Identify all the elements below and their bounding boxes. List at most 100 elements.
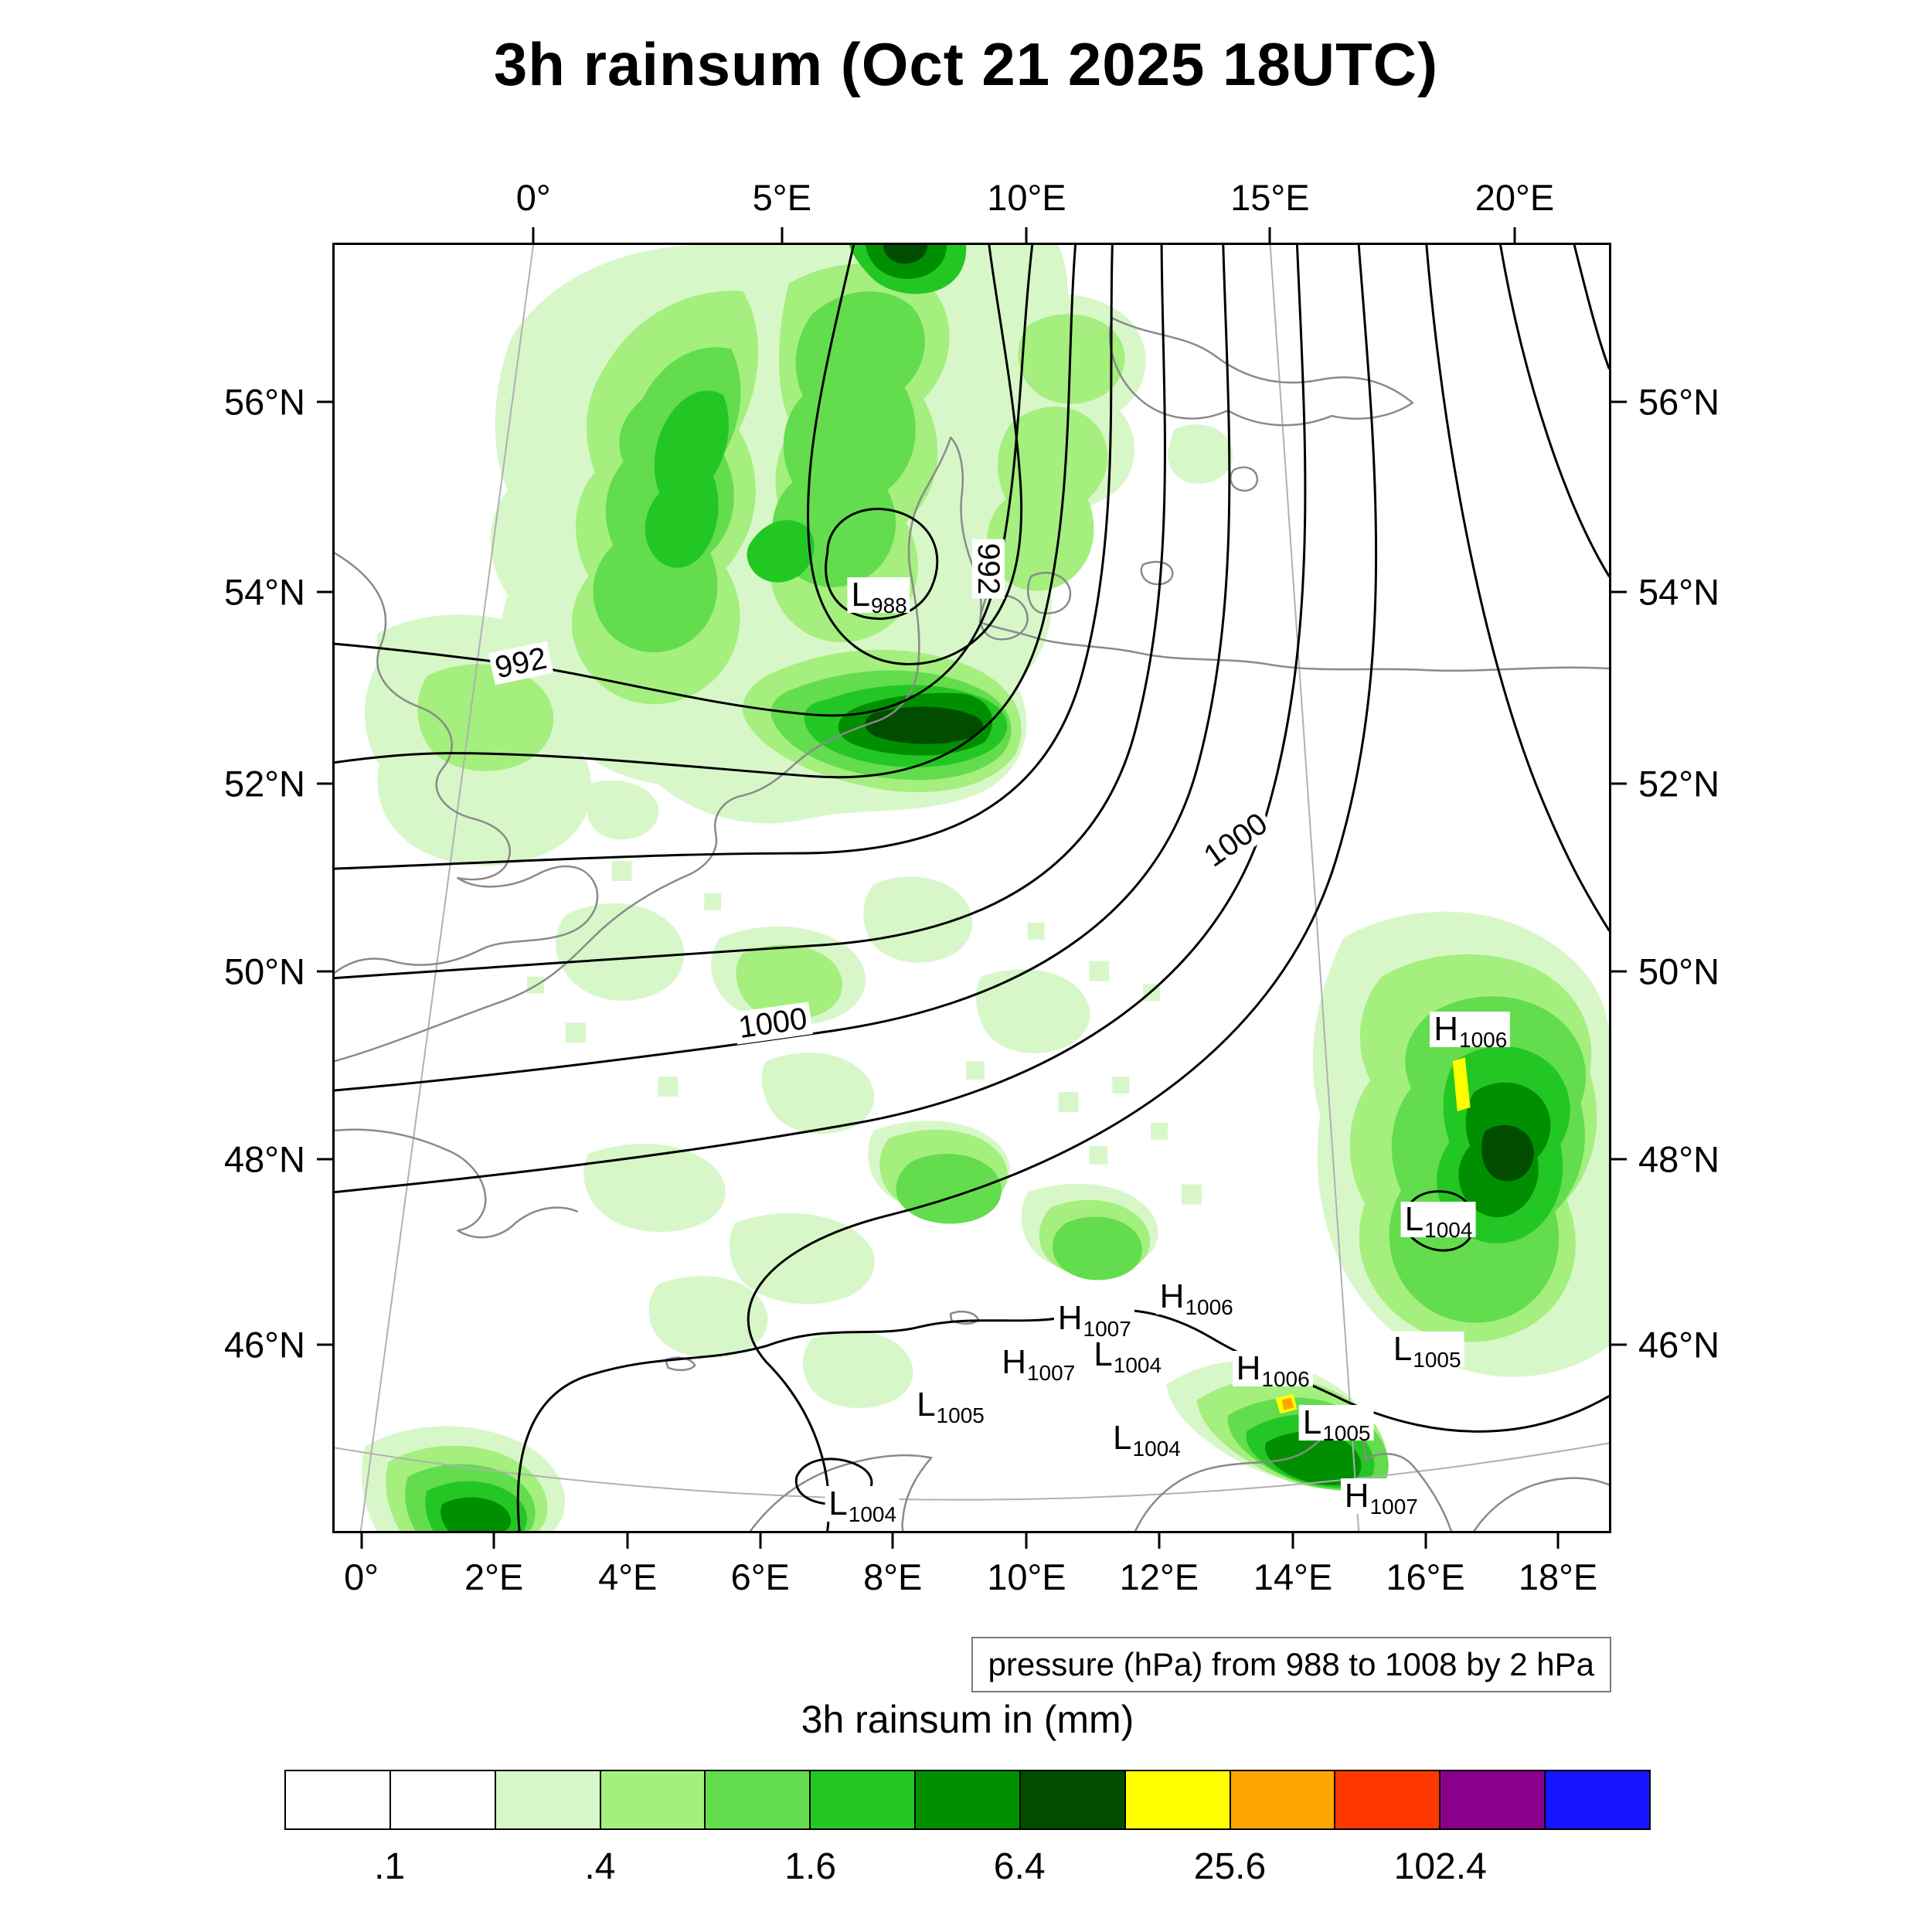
colorbar-cell [1229, 1770, 1336, 1830]
pressure-center-label: H1006 [1155, 1279, 1236, 1318]
axis-tick-label: 6°E [730, 1556, 790, 1597]
tick-mark [891, 1533, 894, 1549]
tick-mark [1611, 782, 1627, 785]
tick-mark [317, 400, 332, 403]
tick-mark [317, 1343, 332, 1346]
axis-tick-label: 52°N [1638, 763, 1720, 804]
colorbar-tick-label: 6.4 [993, 1846, 1046, 1887]
pressure-center-label: H1006 [1430, 1012, 1511, 1051]
axis-tick-label: 0° [344, 1556, 379, 1597]
tick-mark [1025, 227, 1028, 243]
colorbar-cell [1544, 1770, 1651, 1830]
tick-mark [492, 1533, 495, 1549]
colorbar-cell [1019, 1770, 1126, 1830]
tick-mark [759, 1533, 762, 1549]
pressure-center-label: L1004 [1090, 1337, 1165, 1376]
tick-mark [1611, 970, 1627, 973]
colorbar-cell [704, 1770, 811, 1830]
colorbar-cell [1334, 1770, 1441, 1830]
axis-tick-label: 20°E [1475, 177, 1555, 218]
axis-tick-label: 15°E [1230, 177, 1310, 218]
pressure-center-label: L1005 [1389, 1332, 1464, 1371]
tick-mark [1513, 227, 1516, 243]
axis-tick-label: 12°E [1119, 1556, 1199, 1597]
axis-tick-label: 16°E [1386, 1556, 1465, 1597]
tick-mark [360, 1533, 363, 1549]
tick-mark [1611, 590, 1627, 594]
axis-tick-label: 54°N [223, 571, 305, 613]
axis-tick-label: 10°E [987, 1556, 1066, 1597]
axis-tick-label: 2°E [464, 1556, 524, 1597]
pressure-center-label: L1005 [1298, 1405, 1374, 1444]
pressure-contours [335, 245, 1609, 1531]
axis-tick-label: 56°N [1638, 381, 1720, 423]
axis-tick-label: 56°N [223, 381, 305, 423]
pressure-center-label: H1007 [1340, 1478, 1421, 1518]
axis-tick-label: 8°E [863, 1556, 923, 1597]
coastlines [335, 317, 1609, 1531]
pressure-center-label: L1004 [1109, 1420, 1184, 1460]
pressure-center-label: H1007 [998, 1345, 1079, 1384]
tick-mark [1611, 1158, 1627, 1161]
pressure-center-label: L1005 [913, 1386, 988, 1426]
rain-shading-darkest [865, 245, 1534, 1182]
axis-tick-label: 10°E [987, 177, 1066, 218]
colorbar-cell [1439, 1770, 1546, 1830]
axis-tick-label: 50°N [223, 951, 305, 992]
tick-mark [781, 227, 784, 243]
axis-tick-label: 52°N [223, 763, 305, 804]
axis-tick-label: 46°N [1638, 1324, 1720, 1366]
axis-tick-label: 46°N [223, 1324, 305, 1366]
contour-value-label: 992 [971, 539, 1005, 599]
pressure-center-label: L988 [847, 577, 910, 616]
colorbar-cell [914, 1770, 1021, 1830]
tick-mark [1611, 400, 1627, 403]
pressure-center-label: L1004 [825, 1486, 900, 1526]
tick-mark [1424, 1533, 1427, 1549]
colorbar-tick-label: 25.6 [1193, 1846, 1267, 1887]
pressure-center-label: H1007 [1053, 1301, 1134, 1340]
axis-tick-label: 50°N [1638, 951, 1720, 992]
axis-tick-label: 4°E [598, 1556, 658, 1597]
map-frame: 0° 5°E 10°E 15°E 20°E 0° 2°E 4°E 6°E 8°E 10°E 12°E 1… [224, 177, 1719, 1597]
colorbar-labels: .1 .4 1.6 6.4 25.6 102.4 [284, 1845, 1651, 1892]
tick-mark [317, 970, 332, 973]
tick-mark [1611, 1343, 1627, 1346]
tick-mark [1268, 227, 1271, 243]
colorbar-tick-label: .4 [584, 1846, 616, 1887]
colorbar-cell [389, 1770, 496, 1830]
axis-tick-label: 5°E [752, 177, 811, 218]
colorbar-cell [284, 1770, 391, 1830]
tick-mark [317, 782, 332, 785]
plot-title: 3h rainsum (Oct 21 2025 18UTC) [493, 30, 1439, 98]
tick-mark [1291, 1533, 1294, 1549]
colorbar-tick-label: 1.6 [784, 1846, 837, 1887]
tick-mark [1556, 1533, 1560, 1549]
colorbar-title: 3h rainsum in (mm) [801, 1698, 1134, 1741]
pressure-center-label: H1006 [1232, 1351, 1313, 1390]
rain-shading-extreme [1275, 1057, 1471, 1414]
tick-mark [317, 1158, 332, 1161]
colorbar-cell [599, 1770, 706, 1830]
tick-mark [626, 1533, 629, 1549]
axis-tick-label: 14°E [1253, 1556, 1333, 1597]
colorbar-tick-label: .1 [374, 1846, 406, 1887]
colorbar-cell [1124, 1770, 1231, 1830]
map-graphic [335, 245, 1609, 1531]
axis-tick-label: 48°N [1638, 1138, 1720, 1180]
axis-tick-label: 54°N [1638, 571, 1720, 613]
axis-tick-label: 18°E [1518, 1556, 1598, 1597]
tick-mark [317, 590, 332, 594]
pressure-center-label: L1004 [1400, 1202, 1476, 1241]
tick-mark [1158, 1533, 1161, 1549]
axis-tick-label: 48°N [223, 1138, 305, 1180]
colorbar-tick-label: 102.4 [1393, 1846, 1487, 1887]
tick-mark [532, 227, 535, 243]
pressure-caption: pressure (hPa) from 988 to 1008 by 2 hPa [971, 1637, 1611, 1692]
axis-tick-label: 0° [515, 177, 551, 218]
colorbar-cell [494, 1770, 601, 1830]
colorbar [284, 1770, 1651, 1830]
tick-mark [1025, 1533, 1028, 1549]
colorbar-cell [809, 1770, 917, 1830]
